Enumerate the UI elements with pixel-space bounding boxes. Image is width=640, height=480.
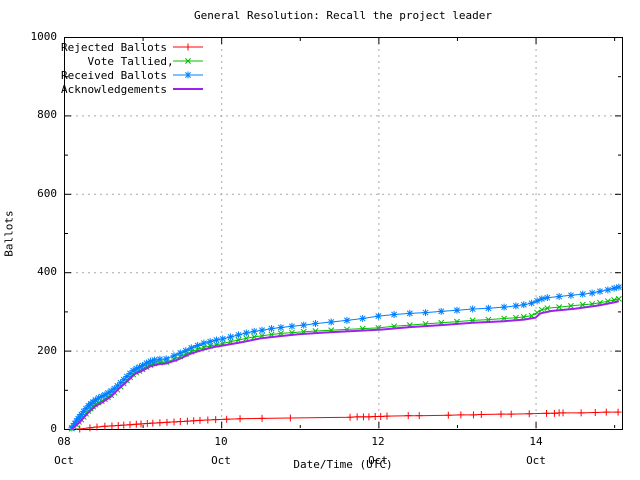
legend-sample-line (173, 43, 203, 51)
y-tick-label-1000: 1000 (30, 30, 58, 43)
legend-sample-line (173, 71, 203, 79)
legend-sample-line (173, 88, 203, 90)
x-tick-label-month-10: Oct (211, 454, 231, 467)
legend: Rejected Ballots Vote Tallied, Received B… (61, 40, 204, 96)
x-tick-label-month-14: Oct (526, 454, 546, 467)
series-line-acknowledgements (71, 300, 620, 430)
x-tick-label-day-10: 10 (214, 435, 228, 448)
legend-label: Rejected Ballots (61, 40, 167, 54)
y-tick-label-600: 600 (37, 187, 57, 200)
legend-sample-line (173, 58, 203, 64)
y-tick-label-800: 800 (37, 108, 57, 121)
plot-border (64, 37, 623, 430)
legend-label: Vote Tallied, (61, 54, 174, 68)
legend-item-acknowledgements: Acknowledgements (61, 82, 204, 96)
legend-item-received-ballots: Received Ballots (61, 68, 204, 82)
x-tick-label-day-08: 08 (57, 435, 71, 448)
legend-item-vote-tallied: Vote Tallied, (61, 54, 204, 68)
x-tick-label-month-08: Oct (54, 454, 74, 467)
x-tick-label-day-12: 12 (371, 435, 385, 448)
y-tick-label-400: 400 (37, 265, 57, 278)
chart-title: General Resolution: Recall the project l… (193, 9, 492, 22)
series-markers-rejected-ballots (76, 408, 622, 433)
x-tick-label-day-14: 14 (529, 435, 543, 448)
y-tick-label-0: 0 (50, 422, 57, 435)
legend-item-rejected-ballots: Rejected Ballots (61, 40, 204, 54)
y-tick-label-200: 200 (37, 344, 57, 357)
series-markers-vote-tallied (68, 295, 622, 432)
series-markers-received-ballots (68, 283, 623, 432)
legend-label: Received Ballots (61, 68, 167, 82)
x-axis-title: Date/Time (UTC) (293, 458, 393, 471)
series-line-rejected-ballots (79, 411, 619, 430)
legend-label: Acknowledgements (61, 82, 167, 96)
x-tick-label-month-12: Oct (368, 454, 388, 467)
